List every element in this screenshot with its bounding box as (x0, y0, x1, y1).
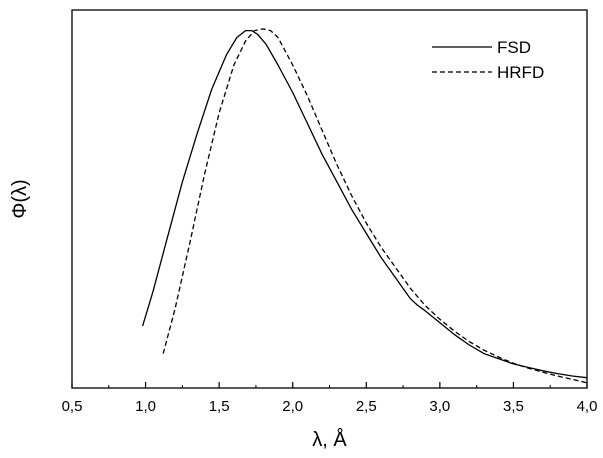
x-tick-label: 3,5 (503, 398, 524, 415)
x-tick-label: 2,0 (282, 398, 303, 415)
x-axis-ticks: 0,5 1,0 1,5 2,0 2,5 3,0 3,5 4,0 (62, 382, 598, 415)
x-tick-label: 3,0 (429, 398, 450, 415)
x-tick-label: 4,0 (577, 398, 598, 415)
legend-label-fsd: FSD (497, 38, 531, 57)
series-line-hrfd (162, 28, 588, 384)
legend-label-hrfd: HRFD (497, 63, 544, 82)
x-tick-label: 0,5 (62, 398, 83, 415)
y-axis-title: Φ(λ) (9, 179, 31, 218)
legend: FSD HRFD (432, 38, 544, 82)
x-tick-label: 1,5 (209, 398, 230, 415)
x-tick-label: 1,0 (135, 398, 156, 415)
series-line-fsd (141, 29, 588, 379)
x-tick-label: 2,5 (356, 398, 377, 415)
series-layer (141, 28, 588, 384)
x-axis-title: λ, Å (312, 428, 347, 451)
